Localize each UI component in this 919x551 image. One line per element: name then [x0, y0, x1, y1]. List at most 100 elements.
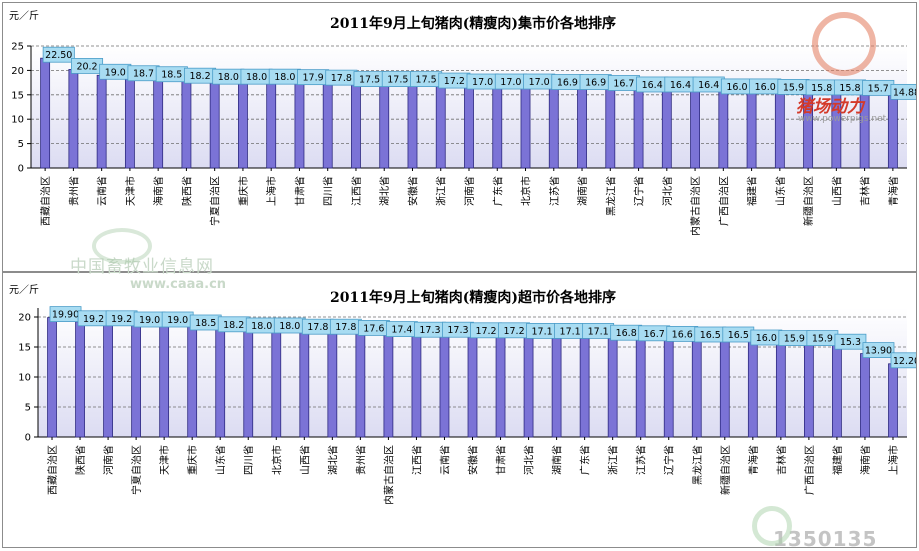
category-label: 黑龙江省 [691, 445, 704, 485]
category-label: 安徽省 [467, 445, 480, 475]
bar [718, 89, 729, 169]
data-label: 18.5 [161, 70, 182, 81]
bar [47, 317, 57, 438]
data-label: 17.4 [391, 325, 412, 336]
bar [131, 322, 141, 438]
data-label-box [42, 46, 75, 63]
data-label: 17.3 [447, 325, 468, 336]
bar [495, 333, 506, 438]
category-label: 福建省 [746, 176, 759, 206]
bar [68, 69, 79, 169]
bar [747, 340, 758, 438]
category-label: 江苏省 [548, 176, 561, 206]
category-label: 广东省 [491, 176, 504, 206]
data-label: 17.2 [503, 326, 524, 337]
bar [607, 335, 618, 438]
data-label: 16.9 [585, 78, 606, 89]
category-label: 贵州省 [354, 445, 367, 475]
y-axis-unit: 元／斤 [9, 10, 39, 22]
category-label: 浙江省 [607, 445, 620, 475]
bar [663, 337, 674, 438]
bar [860, 353, 870, 438]
bar [746, 89, 757, 169]
category-label: 西藏自治区 [39, 176, 52, 226]
category-label: 辽宁省 [633, 176, 646, 206]
bar [691, 337, 702, 438]
bar [605, 86, 616, 169]
bar [322, 80, 333, 169]
data-label: 20.2 [76, 61, 97, 72]
data-label: 15.9 [784, 334, 805, 345]
data-label: 16.7 [644, 329, 665, 340]
data-label: 17.5 [416, 75, 437, 86]
data-label: 16.0 [726, 82, 747, 93]
category-label: 辽宁省 [663, 445, 676, 475]
bar [464, 84, 474, 169]
bar [690, 87, 700, 169]
bar [523, 334, 534, 438]
bar [520, 84, 531, 169]
data-label: 18.0 [279, 321, 300, 332]
data-label: 15.9 [783, 82, 804, 93]
category-label: 内蒙古自治区 [689, 176, 702, 236]
y-tick-label: 15 [18, 343, 31, 354]
data-label-box [890, 83, 919, 100]
bar [635, 336, 646, 438]
category-label: 上海市 [887, 445, 900, 475]
bar [181, 78, 192, 169]
bar [209, 79, 220, 169]
category-label: 海南省 [859, 445, 872, 475]
data-label: 22.50 [45, 50, 72, 61]
data-label: 16.4 [642, 80, 663, 91]
category-label: 河南省 [102, 445, 115, 475]
category-label: 河南省 [463, 176, 476, 206]
data-label: 18.0 [251, 321, 272, 332]
category-label: 安徽省 [406, 176, 419, 206]
data-label-box [834, 333, 867, 350]
data-label: 16.4 [698, 80, 719, 91]
category-label: 重庆市 [186, 445, 199, 475]
category-label: 宁夏自治区 [209, 176, 222, 226]
bar [411, 332, 422, 438]
category-label: 广西自治区 [803, 445, 816, 495]
y-tick-label: 5 [18, 139, 24, 150]
bar [153, 77, 164, 169]
bar [243, 328, 254, 438]
category-label: 陕西省 [74, 445, 87, 475]
data-label: 18.0 [218, 72, 239, 83]
data-label: 17.1 [588, 326, 609, 337]
bar [803, 90, 814, 169]
bar [379, 82, 390, 169]
category-label: 新疆自治区 [719, 445, 732, 495]
data-label: 17.0 [472, 77, 493, 88]
bar [831, 90, 842, 169]
category-label: 福建省 [831, 445, 844, 475]
data-label: 17.1 [532, 326, 553, 337]
category-label: 湖北省 [378, 176, 391, 206]
category-label: 海南省 [152, 176, 165, 206]
y-tick-label: 0 [25, 433, 31, 444]
data-label: 16.0 [756, 333, 777, 344]
category-label: 云南省 [96, 176, 109, 206]
chart-panel-supermarket-price: 2011年9月上旬猪肉(精瘦肉)超市价各地排序 元／斤 0 5 10 15 20 19.90 1… [2, 272, 919, 548]
bar [159, 322, 170, 438]
category-label: 湖南省 [551, 445, 564, 475]
data-label: 17.0 [500, 77, 521, 88]
data-label: 19.2 [83, 314, 104, 325]
data-label: 16.5 [728, 330, 749, 341]
category-label: 吉林省 [859, 176, 872, 206]
data-label: 18.2 [223, 320, 244, 331]
bar [467, 333, 478, 438]
data-label: 19.90 [52, 310, 79, 321]
data-label: 17.1 [560, 326, 581, 337]
data-label: 19.0 [167, 315, 188, 326]
data-label: 14.88 [893, 87, 916, 98]
y-tick-label: 20 [18, 313, 31, 324]
bar [238, 79, 248, 169]
bar [633, 87, 644, 169]
bar [271, 328, 282, 438]
bar [435, 83, 446, 169]
data-label: 15.8 [811, 83, 832, 94]
data-label: 17.2 [444, 76, 465, 87]
category-label: 河北省 [661, 176, 674, 206]
